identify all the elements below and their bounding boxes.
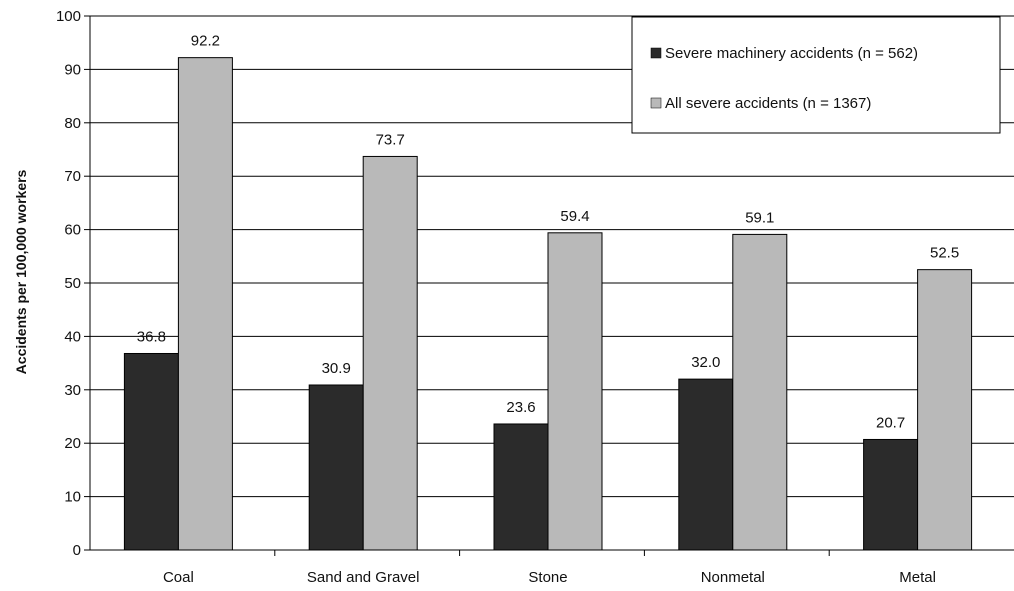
y-tick-label: 70 [64,168,81,185]
bar [917,269,973,551]
y-tick-label: 80 [64,115,81,132]
bar-value-label: 23.6 [506,399,535,416]
bar [177,57,233,551]
bar-value-label: 92.2 [191,33,220,50]
legend-box [631,16,1001,134]
bar-value-label: 52.5 [930,245,959,262]
data-labels: 36.8 92.2 30.9 73.7 23.6 59.4 32.0 59.1 20.7 52.5 [137,33,959,432]
bar [732,233,788,551]
y-tick-label: 40 [64,328,81,345]
y-tick-label: 90 [64,61,81,78]
bar [863,438,919,551]
bar [308,384,364,551]
bar-value-label: 73.7 [376,131,405,148]
axes: 0 10 20 30 40 50 60 70 80 90 100 Coal Sand and Grave… [56,8,1014,586]
legend-swatch-all-severe [650,97,662,109]
bar-value-label: 36.8 [137,328,166,345]
y-tick-label: 50 [64,275,81,292]
x-category-label: Stone [528,569,567,586]
bars [123,57,973,551]
bar-value-label: 20.7 [876,414,905,431]
bar [362,155,418,551]
x-category-label: Nonmetal [701,569,765,586]
y-tick-label: 20 [64,435,81,452]
y-axis-title: Accidents per 100,000 workers [13,169,29,374]
legend-label-all-severe: All severe accidents (n = 1367) [665,95,871,112]
bar-value-label: 59.4 [560,208,589,225]
legend-label-machinery: Severe machinery accidents (n = 562) [665,45,918,62]
y-tick-label: 0 [73,542,81,559]
bar-value-label: 32.0 [691,354,720,371]
x-category-label: Coal [163,569,194,586]
x-category-label: Sand and Gravel [307,569,420,586]
bar-value-label: 30.9 [322,360,351,377]
bar [123,352,179,551]
bar [678,378,734,551]
legend: Severe machinery accidents (n = 562) All… [631,16,1001,134]
x-category-label: Metal [899,569,936,586]
bar [493,423,549,551]
y-tick-label: 100 [56,8,81,25]
y-tick-label: 60 [64,222,81,239]
bar [547,232,603,551]
y-tick-label: 10 [64,489,81,506]
y-tick-label: 30 [64,382,81,399]
legend-swatch-machinery [650,47,662,59]
bar-value-label: 59.1 [745,209,774,226]
